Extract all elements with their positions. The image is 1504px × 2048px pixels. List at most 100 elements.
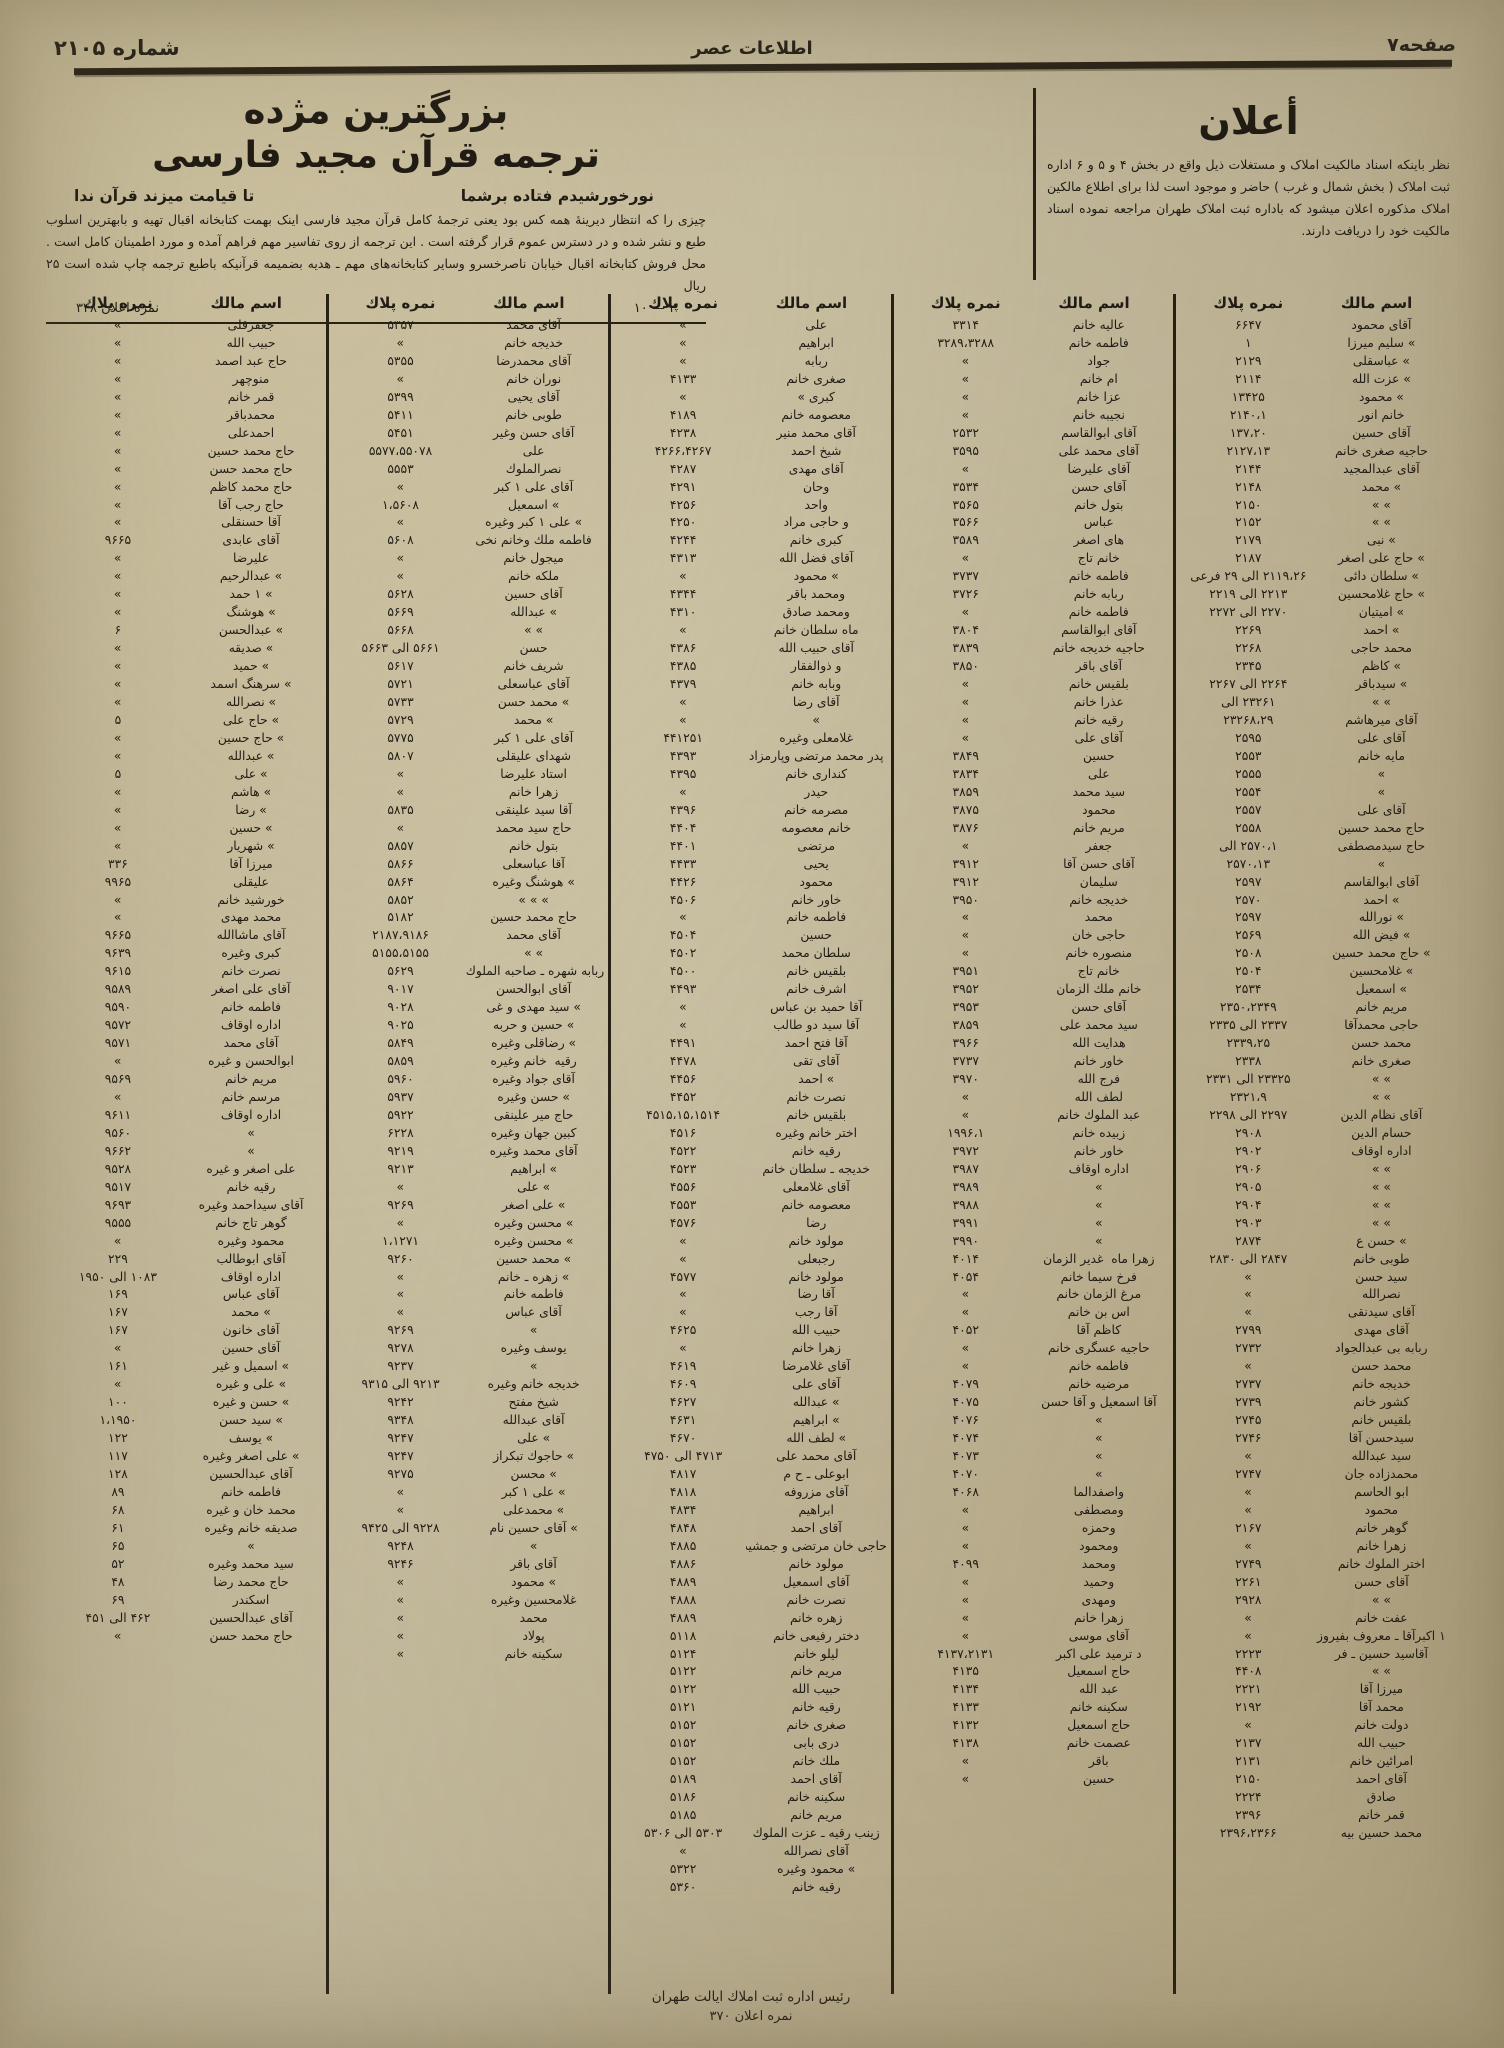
cell-owner-name: » — [529, 1323, 538, 1338]
cell-plate-number: » — [961, 407, 970, 422]
table-row: فاطمه خانم » — [333, 1286, 605, 1304]
table-row: مریم خانم ۵۱۸۵ — [615, 1807, 887, 1825]
cell-plate-number: ۲۳۳۲۵ الی ۲۳۳۱ — [1205, 1072, 1291, 1087]
cell-plate-number: ۳۷۳۷ — [952, 569, 979, 584]
cell-plate-number: ۲۵۵۵ — [1235, 766, 1262, 781]
cell-plate-number: ۹۲۶۹ — [387, 1323, 414, 1338]
table-row: » » ۲۳۳۲۵ الی ۲۳۳۱ — [1180, 1071, 1452, 1089]
table-row: » سلیم میرزا ۱ — [1180, 335, 1452, 353]
table-row: واصفدالما ۴۰۶۸ — [898, 1484, 1170, 1502]
cell-plate-number: » — [679, 1233, 688, 1248]
cell-plate-number: ۲۱۷۹ — [1235, 533, 1262, 548]
header-owner-name: اسم مالك — [493, 294, 565, 312]
cell-plate-number: ۴۰۵۲ — [952, 1323, 979, 1338]
cell-plate-number: » — [961, 730, 970, 745]
cell-plate-number: ۲۹۰۵ — [1235, 1179, 1262, 1194]
cell-owner-name: آقای محمد وغیره — [489, 1143, 578, 1158]
table-row: وحان ۴۲۹۱ — [615, 479, 887, 497]
cell-plate-number: ۵۵۷۷،۵۵۰۷۸ — [368, 443, 433, 458]
cell-owner-name: واصفدالما — [1073, 1484, 1125, 1499]
table-row: سلیمان ۳۹۱۲ — [898, 874, 1170, 892]
table-row: آقای نصرالله » — [615, 1843, 887, 1861]
table-row: » » ۴۴۰۸ — [1180, 1663, 1452, 1681]
cell-plate-number: ۳۹۵۰ — [952, 892, 979, 907]
table-row: جواد » — [898, 353, 1170, 371]
cell-owner-name: عزا خانم — [1076, 389, 1121, 404]
table-row: » علی اصغر وغیره ۱۱۷ — [50, 1448, 322, 1466]
cell-plate-number: ۲۳۲۱،۹ — [1229, 1089, 1267, 1104]
cell-owner-name: حاجیه خدیجه خانم — [1052, 641, 1145, 656]
cell-plate-number: ۴۵۷۶ — [669, 1215, 697, 1230]
cell-owner-name: سکینه خانم — [504, 1646, 563, 1661]
cell-owner-name: » حاج غلامحسین — [1337, 587, 1425, 602]
quran-advertisement: بزرگترین مژده ترجمه قرآن مجید فارسی نورخ… — [46, 84, 706, 324]
cell-owner-name: بلقیس خانم — [786, 964, 847, 979]
table-row: آقای علی اصغر ۹۵۸۹ — [50, 981, 322, 999]
cell-plate-number: » — [679, 784, 688, 799]
table-row: » اسمعیل ۲۵۳۴ — [1180, 981, 1452, 999]
table-row: حاج محمد حسین ۵۱۸۲ — [333, 909, 605, 927]
cell-owner-name: » اسمعیل — [1355, 982, 1407, 997]
cell-owner-name: محمد حاجی — [1350, 641, 1412, 656]
table-row: » سلطان دائی ۲۱۱۹،۲۶ الی ۲۹ فرعی — [1180, 568, 1452, 586]
cell-owner-name: عصمت خانم — [1066, 1736, 1131, 1751]
table-row: آقا رجب » — [615, 1304, 887, 1322]
table-row: اداره اوقاف ۳۹۸۷ — [898, 1161, 1170, 1179]
table-row: » محمد ۱۶۷ — [50, 1304, 322, 1322]
cell-owner-name: آقای محمد علی — [1058, 443, 1139, 458]
cell-plate-number: ۵۱۵۲ — [669, 1736, 697, 1751]
table-row: معصومه خانم ۴۱۸۹ — [615, 407, 887, 425]
table-row: حاج میر علینقی ۵۹۲۲ — [333, 1107, 605, 1125]
table-row: » حسین » — [50, 820, 322, 838]
cell-plate-number: ۵۸۶۶ — [387, 856, 414, 871]
cell-owner-name: آقای علیرضا — [1067, 461, 1131, 476]
cell-plate-number: » — [396, 1179, 405, 1194]
table-row: » سید مهدی و غی ۹۰۲۸ — [333, 999, 605, 1017]
cell-plate-number: ۴۱۳۲ — [952, 1718, 979, 1733]
table-row: » محمدعلی » — [333, 1502, 605, 1520]
cell-plate-number: » — [961, 838, 970, 853]
cell-plate-number: ۴۲۳۸ — [669, 425, 697, 440]
cell-plate-number: ۶۱ — [111, 1520, 125, 1535]
cell-owner-name: کبین جهان وغیره — [490, 1125, 577, 1140]
cell-owner-name: آقای عباس — [505, 1305, 562, 1320]
cell-owner-name: محمدزاده جان — [1344, 1467, 1419, 1481]
cell-owner-name: آقای مهدی — [788, 461, 844, 476]
cell-plate-number: ۲۵۹۷ — [1235, 910, 1262, 925]
table-row: مرسم خانم » — [50, 1089, 322, 1107]
table-row: ومحمد صادق ۴۳۱۰ — [615, 604, 887, 622]
cell-owner-name: سکینه خانم — [1069, 1700, 1128, 1715]
cell-owner-name: وحمید — [1083, 1574, 1115, 1589]
table-row: حاج عبد اصمد » — [50, 353, 322, 371]
cell-plate-number: ۵۳۰۳ الی ۵۳۰۶ — [644, 1826, 723, 1841]
cell-owner-name: حاجی خان — [1072, 928, 1126, 943]
cell-plate-number: » — [1244, 1305, 1253, 1320]
cell-plate-number: ۱،۵۶۰۸ — [382, 497, 420, 512]
header-plate-number: نمره پلاك — [1213, 294, 1284, 312]
table-row: بلقیس خانم ۴۵۱۵،۱۵،۱۵۱۴ — [615, 1107, 887, 1125]
table-row: زهرا خانم » — [1180, 1538, 1452, 1556]
cell-plate-number: ۵۷۳۳ — [387, 695, 414, 710]
cell-plate-number: ۳۹۵۳ — [952, 1000, 979, 1015]
header-plate-number: نمره پلاك — [648, 294, 719, 312]
table-row: بتول خانم ۵۸۵۷ — [333, 838, 605, 856]
table-row: آقای حبیب الله ۴۳۸۶ — [615, 640, 887, 658]
cell-plate-number: ۳۹۸۷ — [952, 1161, 979, 1176]
cell-plate-number: ۹۹۶۵ — [104, 874, 132, 889]
cell-owner-name: زهرا خانم — [508, 784, 559, 799]
cell-plate-number: ۲۱۴۰،۱ — [1229, 407, 1267, 422]
cell-plate-number: ۴۲۵۰ — [669, 515, 697, 530]
cell-plate-number: ۳۹۸۹ — [952, 1179, 979, 1194]
cell-owner-name: » سید حسن — [219, 1413, 283, 1428]
cell-plate-number: ۴۴۵۲ — [669, 1089, 697, 1104]
cell-plate-number: » — [113, 551, 122, 566]
cell-owner-name: » عبدالحسن — [218, 623, 284, 638]
table-row: فاطمه خانم » — [615, 909, 887, 927]
cell-plate-number: ۲۸۷۴ — [1235, 1233, 1262, 1248]
table-row: رقیه خانم ۹۵۱۷ — [50, 1179, 322, 1197]
table-row: عصمت خانم ۴۱۳۸ — [898, 1735, 1170, 1753]
table-row: آقاسید حسین ـ فر ۲۲۲۳ — [1180, 1646, 1452, 1664]
cell-plate-number: ۵۸۶۴ — [387, 874, 414, 889]
table-row: سید محمد علی ۳۸۵۹ — [898, 1017, 1170, 1035]
cell-owner-name: » محمود وغیره — [777, 1861, 856, 1876]
